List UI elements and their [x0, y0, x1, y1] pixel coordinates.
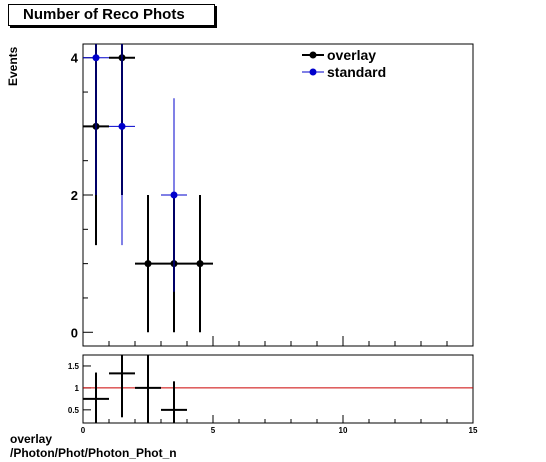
ratio-y-tick-label: 1.5 — [68, 362, 80, 371]
standard-point — [118, 122, 126, 130]
ratio-plot: 0.5 1 1.5 0 5 10 15 — [68, 354, 478, 435]
chart-title: Number of Reco Phots — [8, 4, 215, 26]
ratio-x-tick-label: 5 — [211, 426, 216, 435]
y-tick-label: 4 — [71, 51, 79, 66]
main-frame — [82, 43, 474, 347]
ratio-x-tick-label: 0 — [81, 426, 86, 435]
overlay-point — [196, 260, 204, 268]
ratio-frame — [82, 354, 474, 424]
ratio-x-tick-label: 15 — [469, 426, 478, 435]
legend-label-overlay: overlay — [327, 47, 376, 63]
legend-marker-overlay — [309, 51, 317, 59]
standard-point — [92, 54, 100, 62]
legend-marker-standard — [309, 68, 317, 76]
footer-path: /Photon/Phot/Photon_Phot_n — [10, 446, 177, 460]
ratio-y-tick-label: 1 — [75, 384, 80, 393]
legend-label-standard: standard — [327, 64, 386, 80]
standard-point — [170, 191, 178, 199]
overlay-point — [144, 260, 152, 268]
ratio-x-tick-label: 10 — [339, 426, 348, 435]
footer-label: overlay — [10, 432, 53, 446]
y-tick-label: 0 — [71, 325, 78, 340]
y-tick-label: 2 — [71, 188, 78, 203]
ratio-y-tick-label: 0.5 — [68, 406, 80, 415]
